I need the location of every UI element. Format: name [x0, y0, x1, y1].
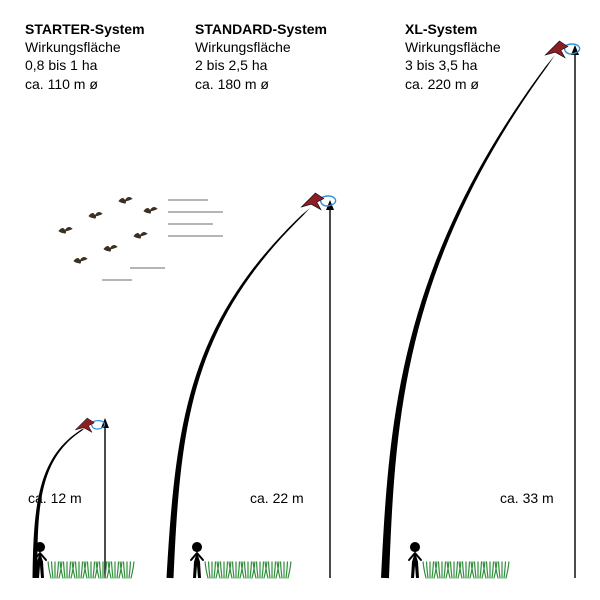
- diagram-stage: STARTER-System Wirkungsfläche 0,8 bis 1 …: [0, 0, 600, 600]
- person-icon: [409, 542, 421, 578]
- label-xl-line3: 3 bis 3,5 ha: [405, 56, 501, 74]
- pole: [167, 208, 310, 578]
- height-arrow-head: [101, 418, 109, 428]
- height-label-xl: ca. 33 m: [500, 490, 554, 506]
- person-icon: [191, 542, 203, 578]
- label-standard: STANDARD-System Wirkungsfläche 2 bis 2,5…: [195, 20, 327, 93]
- height-label-starter: ca. 12 m: [28, 490, 82, 506]
- bird-icon: [58, 227, 72, 234]
- label-xl-line4: ca. 220 m ø: [405, 75, 501, 93]
- bird-icon: [88, 212, 102, 219]
- label-standard-line3: 2 bis 2,5 ha: [195, 56, 327, 74]
- kite-icon: [75, 418, 104, 432]
- label-xl-line2: Wirkungsfläche: [405, 38, 501, 56]
- bird-icon: [73, 257, 87, 264]
- label-starter-line2: Wirkungsfläche: [25, 38, 145, 56]
- label-starter-title: STARTER-System: [25, 20, 145, 38]
- bird-icon: [118, 197, 132, 204]
- label-standard-title: STANDARD-System: [195, 20, 327, 38]
- label-standard-line2: Wirkungsfläche: [195, 38, 327, 56]
- label-xl: XL-System Wirkungsfläche 3 bis 3,5 ha ca…: [405, 20, 501, 93]
- label-starter-line4: ca. 110 m ø: [25, 75, 145, 93]
- label-xl-title: XL-System: [405, 20, 501, 38]
- label-standard-line4: ca. 180 m ø: [195, 75, 327, 93]
- height-label-standard: ca. 22 m: [250, 490, 304, 506]
- bird-icon: [143, 207, 157, 214]
- bird-icon: [133, 232, 147, 239]
- bird-icon: [103, 245, 117, 252]
- label-starter: STARTER-System Wirkungsfläche 0,8 bis 1 …: [25, 20, 145, 93]
- label-starter-line3: 0,8 bis 1 ha: [25, 56, 145, 74]
